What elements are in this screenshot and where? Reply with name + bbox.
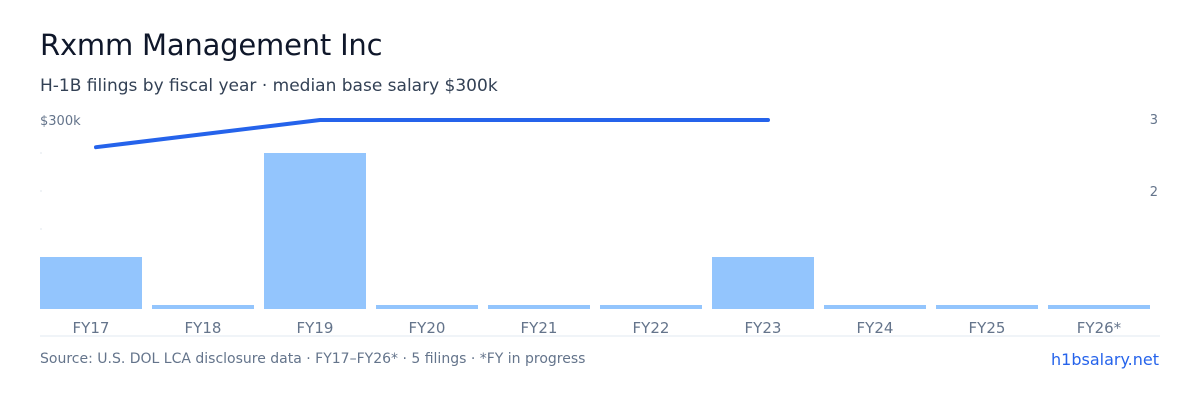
bar-FY26: [1048, 305, 1150, 309]
bar-FY25: [936, 305, 1038, 309]
x-tick-label: FY22: [633, 319, 670, 337]
bar-FY17: [40, 257, 142, 309]
source-note: Source: U.S. DOL LCA disclosure data · F…: [40, 351, 586, 367]
axis-layer: FY17 FY18 FY19 FY20 FY21 FY22 FY23 FY24 FY25 FY26…: [40, 113, 1160, 337]
bar-FY22: [600, 305, 702, 309]
x-tick-label: FY18: [185, 319, 222, 337]
x-tick-label: FY24: [857, 319, 894, 337]
left-axis-tick: [40, 228, 42, 230]
x-tick-label: FY25: [969, 319, 1006, 337]
bar-FY20: [376, 305, 478, 309]
brand-link[interactable]: h1bsalary.net: [1051, 350, 1159, 369]
bars-layer: [40, 153, 1150, 309]
left-axis-tick: [40, 190, 42, 192]
salary-line-layer: [94, 118, 770, 150]
x-tick-label: FY19: [297, 319, 334, 337]
right-axis-tick: 2: [1150, 185, 1158, 200]
bar-FY21: [488, 305, 590, 309]
right-axis-tick: 3: [1150, 113, 1158, 128]
x-tick-label: FY23: [745, 319, 782, 337]
bar-FY23: [712, 257, 814, 309]
x-tick-label: FY26*: [1077, 319, 1122, 337]
left-axis-tick: [40, 152, 42, 154]
bar-FY19: [264, 153, 366, 309]
left-axis-label: $300k: [40, 114, 81, 129]
chart-title: Rxmm Management Inc: [40, 28, 383, 62]
x-tick-label: FY21: [521, 319, 558, 337]
chart-subtitle: H-1B filings by fiscal year · median bas…: [40, 76, 498, 96]
x-tick-label: FY17: [73, 319, 110, 337]
median-salary-line: [94, 118, 770, 150]
x-tick-label: FY20: [409, 319, 446, 337]
bar-FY18: [152, 305, 254, 309]
bar-FY24: [824, 305, 926, 309]
